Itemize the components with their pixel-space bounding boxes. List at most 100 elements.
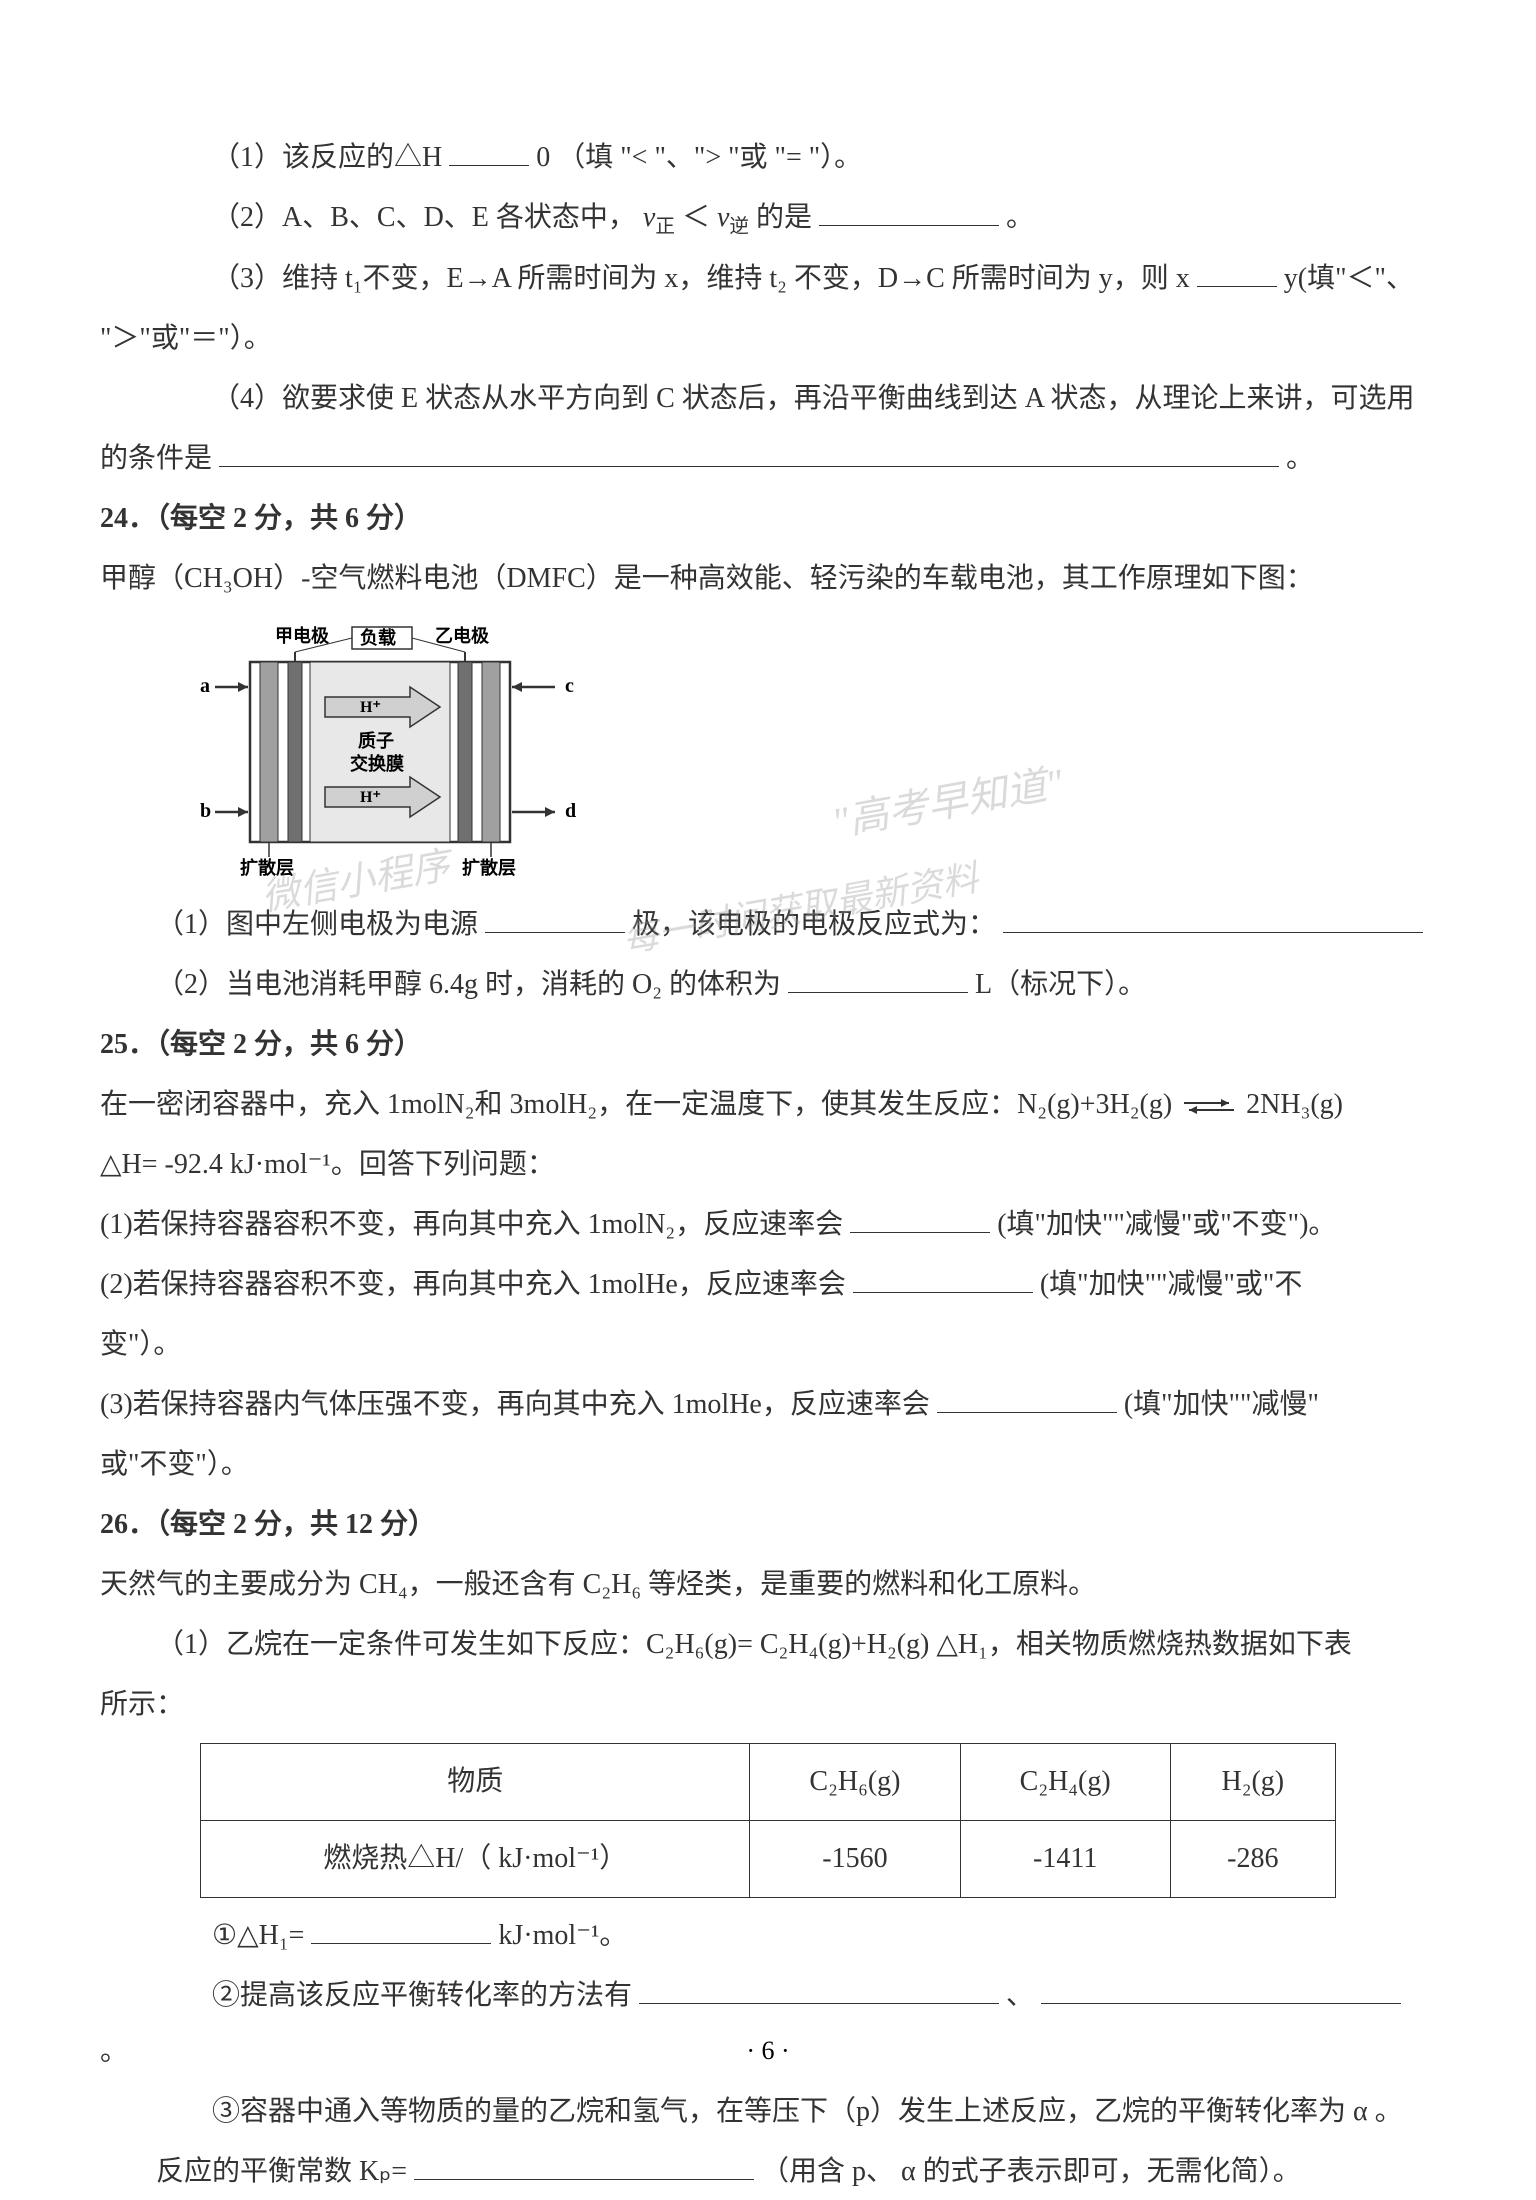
text: (填"加快""减慢"或"不 — [1040, 1269, 1302, 1300]
text: （2）A、B、C、D、E 各状态中， — [212, 202, 636, 233]
text: ①△H₁= — [212, 1920, 304, 1951]
fuel-cell-diagram: 甲电极 负载 乙电极 H⁺ H⁺ — [180, 622, 600, 882]
text: （2）当电池消耗甲醇 6.4g 时，消耗的 O₂ 的体积为 — [156, 969, 781, 1000]
blank — [485, 899, 625, 933]
q26-sub3b: 反应的平衡常数 Kₚ= （用含 p、 α 的式子表示即可，无需化简）。 — [100, 2144, 1436, 2200]
blank — [449, 132, 529, 166]
sub: 正 — [655, 217, 675, 238]
q24-1: （1）图中左侧电极为电源 极，该电极的电极反应式为： — [100, 897, 1436, 953]
text: （1）图中左侧电极为电源 — [156, 909, 478, 940]
q25-3: (3)若保持容器内气体压强不变，再向其中充入 1molHe，反应速率会 (填"加… — [100, 1377, 1436, 1433]
q25-header: 25．（每空 2 分，共 6 分） — [100, 1017, 1436, 1073]
text: v — [717, 202, 729, 233]
label-electrode-b: 乙电极 — [435, 625, 490, 646]
q23-2: （2）A、B、C、D、E 各状态中， v正 ＜ v逆 的是 。 — [100, 190, 1436, 247]
text: (填"加快""减慢"或"不变")。 — [997, 1209, 1336, 1240]
table-row: 燃烧热△H/（ kJ·mol⁻¹） -1560 -1411 -286 — [201, 1820, 1336, 1897]
svg-text:扩散层: 扩散层 — [462, 857, 516, 878]
text: 2NH₃(g) — [1246, 1089, 1343, 1120]
text: (填"加快""减慢" — [1124, 1389, 1319, 1420]
sub: 逆 — [729, 217, 749, 238]
q24-2: （2）当电池消耗甲醇 6.4g 时，消耗的 O₂ 的体积为 L（标况下）。 — [100, 957, 1436, 1013]
blank — [1041, 1970, 1401, 2004]
q26-sub3: ③容器中通入等物质的量的乙烷和氢气，在等压下（p）发生上述反应，乙烷的平衡转化率… — [100, 2084, 1436, 2140]
label-electrode-a: 甲电极 — [275, 625, 330, 646]
blank — [937, 1379, 1117, 1413]
combustion-heat-table: 物质 C₂H₆(g) C₂H₄(g) H₂(g) 燃烧热△H/（ kJ·mol⁻… — [200, 1743, 1336, 1898]
q25-intro: 在一密闭容器中，充入 1molN₂和 3molH₂，在一定温度下，使其发生反应：… — [100, 1077, 1436, 1133]
text: kJ·mol⁻¹。 — [498, 1920, 627, 1951]
text: L（标况下）。 — [975, 969, 1146, 1000]
svg-text:质子: 质子 — [358, 731, 394, 751]
blank — [639, 1970, 999, 2004]
q25-2b: 变"）。 — [100, 1317, 1436, 1373]
blank — [850, 1199, 990, 1233]
blank — [819, 192, 999, 226]
q26-1b: 所示： — [100, 1677, 1436, 1733]
text: 。 — [1006, 202, 1034, 233]
text: 极，该电极的电极反应式为： — [632, 909, 996, 940]
text: 。 — [1286, 443, 1314, 474]
text: 的条件是 — [100, 443, 212, 474]
q25-1: (1)若保持容器容积不变，再向其中充入 1molN₂，反应速率会 (填"加快""… — [100, 1197, 1436, 1253]
q26-header: 26．（每空 2 分，共 12 分） — [100, 1497, 1436, 1553]
table-header: C₂H₆(g) — [750, 1743, 960, 1820]
svg-text:H⁺: H⁺ — [360, 699, 381, 716]
text: （3）维持 t₁不变，E→A 所需时间为 x，维持 t₂ 不变，D→C 所需时间… — [212, 263, 1190, 294]
blank — [788, 959, 968, 993]
q26-intro: 天然气的主要成分为 CH₄，一般还含有 C₂H₆ 等烃类，是重要的燃料和化工原料… — [100, 1557, 1436, 1613]
text: 、 — [1006, 1980, 1034, 2011]
q26-sub1: ①△H₁= kJ·mol⁻¹。 — [100, 1908, 1436, 1964]
svg-text:扩散层: 扩散层 — [240, 857, 294, 878]
table-header: 物质 — [201, 1743, 750, 1820]
table-cell: -1560 — [750, 1820, 960, 1897]
text: v — [643, 202, 655, 233]
q24-intro: 甲醇（CH₃OH）-空气燃料电池（DMFC）是一种高效能、轻污染的车载电池，其工… — [100, 551, 1436, 607]
table-header: C₂H₄(g) — [960, 1743, 1170, 1820]
table-header: H₂(g) — [1170, 1743, 1335, 1820]
blank — [219, 433, 1279, 467]
document-content: （1）该反应的△H 0 （填 "< "、"> "或 "= "）。 （2）A、B、… — [100, 130, 1436, 2200]
blank — [311, 1910, 491, 1944]
svg-text:交换膜: 交换膜 — [350, 753, 404, 774]
svg-text:H⁺: H⁺ — [360, 789, 381, 806]
svg-text:d: d — [565, 800, 576, 822]
text: 的是 — [756, 202, 812, 233]
text: 。 — [100, 2036, 128, 2067]
text: (3)若保持容器内气体压强不变，再向其中充入 1molHe，反应速率会 — [100, 1389, 930, 1420]
svg-text:a: a — [200, 675, 210, 697]
q23-3b: "＞"或"＝"）。 — [100, 311, 1436, 367]
text: ＜ — [682, 202, 710, 233]
table-cell: -286 — [1170, 1820, 1335, 1897]
table-cell: 燃烧热△H/（ kJ·mol⁻¹） — [201, 1820, 750, 1897]
blank — [853, 1259, 1033, 1293]
svg-text:c: c — [565, 675, 574, 697]
q25-intro2: △H= -92.4 kJ·mol⁻¹。回答下列问题： — [100, 1137, 1436, 1193]
blank — [1003, 899, 1423, 933]
q23-3: （3）维持 t₁不变，E→A 所需时间为 x，维持 t₂ 不变，D→C 所需时间… — [100, 251, 1436, 307]
q25-2: (2)若保持容器容积不变，再向其中充入 1molHe，反应速率会 (填"加快""… — [100, 1257, 1436, 1313]
text: 在一密闭容器中，充入 1molN₂和 3molH₂，在一定温度下，使其发生反应：… — [100, 1089, 1172, 1120]
svg-text:b: b — [200, 800, 211, 822]
q26-1: （1）乙烷在一定条件可发生如下反应：C₂H₆(g)= C₂H₄(g)+H₂(g)… — [100, 1617, 1436, 1673]
q23-1: （1）该反应的△H 0 （填 "< "、"> "或 "= "）。 — [100, 130, 1436, 186]
text: 0 （填 "< "、"> "或 "= "）。 — [536, 142, 862, 173]
q25-3b: 或"不变"）。 — [100, 1437, 1436, 1493]
table-cell: -1411 — [960, 1820, 1170, 1897]
text: （用含 p、 α 的式子表示即可，无需化简）。 — [761, 2156, 1301, 2187]
page-number: · 6 · — [746, 2036, 789, 2066]
blank — [414, 2146, 754, 2180]
label-load: 负载 — [360, 627, 396, 648]
q23-4b: 的条件是 。 — [100, 431, 1436, 487]
text: ②提高该反应平衡转化率的方法有 — [212, 1980, 632, 2011]
text: (1)若保持容器容积不变，再向其中充入 1molN₂，反应速率会 — [100, 1209, 843, 1240]
equilibrium-arrow — [1179, 1096, 1239, 1116]
text: (2)若保持容器容积不变，再向其中充入 1molHe，反应速率会 — [100, 1269, 846, 1300]
text: （1）该反应的△H — [212, 142, 449, 173]
text: y(填"＜"、 — [1284, 263, 1414, 294]
text: 反应的平衡常数 Kₚ= — [156, 2156, 407, 2187]
table-row: 物质 C₂H₆(g) C₂H₄(g) H₂(g) — [201, 1743, 1336, 1820]
q23-4: （4）欲要求使 E 状态从水平方向到 C 状态后，再沿平衡曲线到达 A 状态，从… — [100, 371, 1436, 427]
blank — [1197, 253, 1277, 287]
q24-header: 24．（每空 2 分，共 6 分） — [100, 491, 1436, 547]
